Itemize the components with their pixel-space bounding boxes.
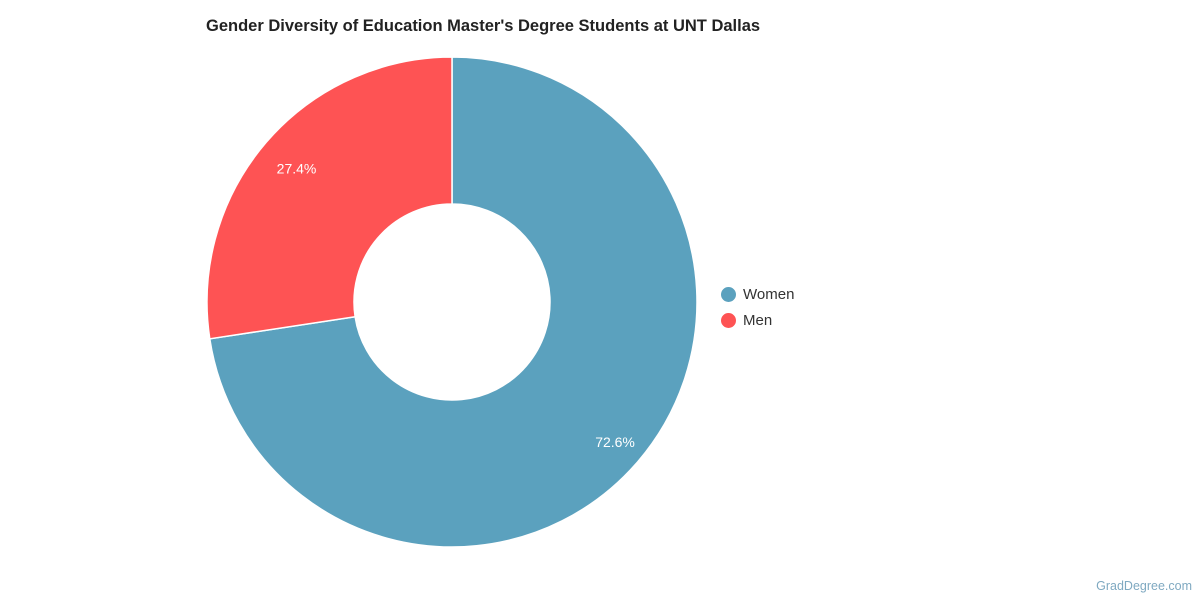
legend-label: Men: [743, 311, 773, 329]
legend-swatch: [721, 312, 736, 328]
credit-link[interactable]: GradDegree.com: [1096, 579, 1192, 593]
legend-swatch: [721, 286, 736, 302]
legend-label: Women: [743, 285, 795, 303]
legend-item-women[interactable]: Women: [721, 281, 794, 307]
data-label: 27.4%: [277, 160, 317, 176]
chart-title: Gender Diversity of Education Master's D…: [206, 17, 761, 35]
legend-item-men[interactable]: Men: [721, 307, 794, 333]
slice-men[interactable]: [206, 56, 453, 340]
data-label: 72.6%: [595, 434, 635, 450]
slice-women[interactable]: [208, 56, 698, 548]
legend: Women Men: [721, 281, 794, 333]
